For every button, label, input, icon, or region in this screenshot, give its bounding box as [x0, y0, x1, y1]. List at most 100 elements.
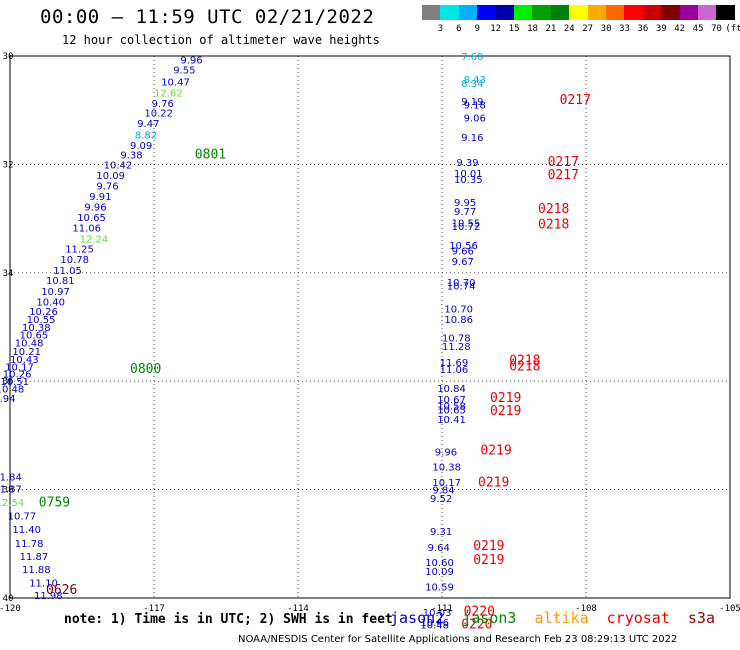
- color-swatch: [569, 5, 589, 20]
- wave-height-label: 10.38: [22, 323, 51, 334]
- wave-height-label: 10.65: [437, 406, 466, 417]
- color-swatch: [624, 5, 644, 20]
- y-tick-label: 38: [3, 486, 14, 496]
- wave-height-label: 10.56: [449, 241, 478, 252]
- wave-height-label: 10.17: [432, 478, 461, 489]
- y-tick-label: 34: [3, 269, 14, 279]
- grid: [9, 55, 731, 599]
- page-subtitle: 12 hour collection of altimeter wave hei…: [62, 33, 380, 47]
- wave-height-label: 10.09: [425, 567, 454, 578]
- x-tick-label: -114: [287, 604, 309, 614]
- wave-height-label: 9.96: [435, 447, 457, 458]
- wave-height-label: 9.18: [464, 101, 486, 112]
- wave-height-label: 10.78: [60, 255, 89, 266]
- color-swatch: [514, 5, 533, 20]
- wave-height-label: 10.35: [454, 175, 483, 186]
- wave-height-label: 10.97: [41, 287, 70, 298]
- color-swatch: [679, 5, 699, 20]
- wave-height-label: 11.06: [440, 365, 469, 376]
- page-title: 00:00 – 11:59 UTC 02/21/2022: [40, 6, 375, 28]
- color-swatch: [422, 5, 441, 20]
- wave-height-label: 11.84: [0, 472, 22, 483]
- wave-height-label: 11.10: [29, 579, 58, 590]
- wave-height-label: 9.16: [461, 133, 483, 144]
- x-tick-label: -108: [575, 604, 597, 614]
- pass-time-label: 0218: [509, 359, 540, 374]
- wave-height-label: 10.26: [29, 307, 58, 318]
- wave-height-label: 9.66: [452, 246, 474, 257]
- pass-time-label: 0759: [39, 495, 70, 510]
- pass-time-label: 0219: [473, 553, 504, 568]
- wave-height-label: 9.38: [120, 150, 142, 161]
- wave-height-label: 10.17: [5, 362, 34, 373]
- wave-height-label: 10.03: [423, 608, 452, 619]
- wave-height-label: 10.21: [12, 347, 41, 358]
- wave-height-label: 10.84: [437, 384, 466, 395]
- wave-height-label: 9.55: [173, 65, 195, 76]
- color-scale-label: 21: [545, 24, 557, 34]
- wave-height-label: 11.98: [34, 591, 63, 602]
- pass-time-label: 0220: [464, 604, 495, 619]
- x-tick-label: -120: [0, 604, 21, 614]
- legend-altika: altika: [534, 609, 589, 627]
- pass-time-label: 0217: [548, 168, 579, 183]
- color-swatch: [458, 5, 478, 20]
- x-tick-label: -105: [719, 604, 740, 614]
- wave-height-points: 9.969.5510.4712.629.7610.229.478.829.099…: [0, 52, 486, 632]
- color-scale-label: 45: [692, 24, 704, 34]
- wave-height-label: 12.24: [80, 234, 109, 245]
- pass-time-label: 0219: [490, 404, 521, 419]
- wave-height-label: 10.48: [15, 339, 44, 350]
- pass-time-label: 0217: [548, 155, 579, 170]
- wave-height-label: 10.81: [46, 276, 75, 287]
- wave-height-label: 8.34: [461, 79, 483, 90]
- y-tick-label: 40: [3, 594, 14, 604]
- wave-height-label: 10.59: [425, 582, 454, 593]
- wave-height-label: 9.76: [96, 181, 118, 192]
- y-tick-label: 32: [3, 160, 14, 170]
- color-swatch: [642, 5, 662, 20]
- wave-height-label: 10.22: [144, 109, 173, 120]
- pass-time-label: 0219: [480, 443, 511, 458]
- color-scale-label: 15: [508, 24, 520, 34]
- color-scale-label: 39: [655, 24, 667, 34]
- pass-time-label: 0219: [490, 391, 521, 406]
- satellite-legend: jason2 jason3 altika cryosat s3a: [390, 609, 724, 627]
- wave-height-label: 9.47: [137, 119, 159, 130]
- wave-height-label: 10.48: [420, 620, 449, 631]
- note-text: note: 1) Time is in UTC; 2) SWH is in fe…: [64, 612, 393, 627]
- wave-height-label: 11.05: [53, 266, 82, 277]
- wave-height-label: 9.91: [89, 192, 111, 203]
- pass-time-label: 0219: [473, 539, 504, 554]
- wave-height-label: 9.31: [430, 527, 452, 538]
- color-swatch: [477, 5, 497, 20]
- wave-height-label: 9.09: [130, 141, 152, 152]
- wave-height-label: 9.06: [464, 114, 486, 125]
- legend-s3a: s3a: [687, 609, 715, 627]
- color-scale-label: 42: [674, 24, 686, 34]
- pass-time-label: 0218: [538, 217, 569, 232]
- wave-height-label: 10.48: [0, 385, 24, 396]
- color-scale-label: 70: [711, 24, 722, 34]
- color-swatch: [495, 5, 515, 20]
- wave-height-label: 11.28: [442, 342, 471, 353]
- pass-time-label: 0218: [509, 353, 540, 368]
- legend-jason3: jason3: [462, 609, 517, 627]
- pass-time-label: 0800: [130, 362, 161, 377]
- wave-height-label: 9.39: [456, 158, 478, 169]
- wave-height-label: 11.78: [15, 539, 44, 550]
- color-swatch: [550, 5, 570, 20]
- x-tick-label: -117: [143, 604, 165, 614]
- pass-time-label: 0626: [46, 583, 77, 598]
- axis-ticks: -120 -117 -114 -111 -108 -105 30 32 34 36 38 40: [0, 52, 740, 614]
- color-scale-label: 6: [456, 24, 462, 34]
- color-scale-label: 27: [582, 24, 594, 34]
- x-tick-label: -111: [431, 604, 453, 614]
- wave-height-label: 9.96: [180, 56, 202, 67]
- wave-height-label: 11.40: [12, 525, 41, 536]
- wave-height-label: 9.95: [454, 198, 476, 209]
- y-tick-label: 30: [3, 52, 14, 62]
- wave-height-label: 10.77: [8, 511, 37, 522]
- color-swatch: [661, 5, 681, 20]
- color-scale-label: 30: [600, 24, 612, 34]
